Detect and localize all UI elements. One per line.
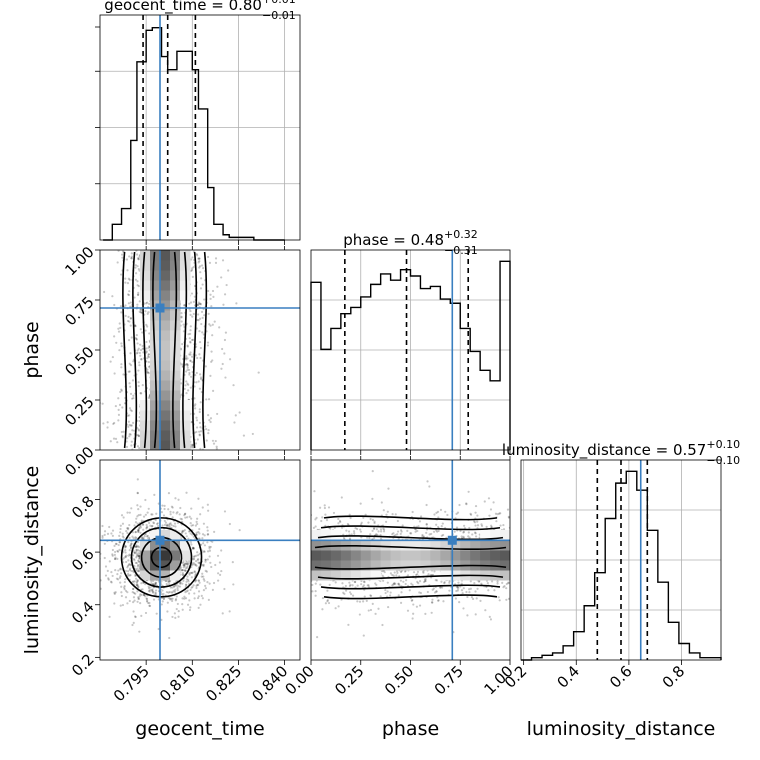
contour-level-1 — [314, 544, 507, 570]
contour-level-4 — [120, 517, 203, 598]
histogram-phase — [310, 260, 511, 450]
y-tick-label: 0.00 — [61, 443, 97, 479]
title-upper-error: +0.01 — [262, 0, 296, 6]
x-tick-label: 0.6 — [606, 662, 636, 692]
contour-level-3 — [130, 526, 193, 588]
panel-hist-phase — [310, 249, 511, 451]
truth-marker — [155, 303, 165, 313]
y-tick-label: 0.6 — [68, 545, 98, 575]
y-tick-label: 1.00 — [61, 243, 97, 279]
x-tick-label: 0.50 — [381, 662, 417, 698]
x-tick-label: 0.4 — [553, 662, 583, 692]
title-value: phase = 0.48 — [343, 231, 444, 249]
x-tick-label: 0.00 — [281, 662, 317, 698]
y-tick-label: 0.2 — [68, 650, 98, 680]
x-tick-label: 0.8 — [659, 662, 689, 692]
title-upper-error: +0.32 — [444, 228, 478, 241]
title-lower-error: −0.01 — [262, 9, 296, 22]
y-tick-label: 0.50 — [61, 343, 97, 379]
x-tick-label: 0.795 — [110, 662, 153, 705]
gridlines — [311, 250, 510, 450]
panel-hist-geocent_time — [95, 14, 301, 241]
density-layer — [100, 460, 300, 660]
x-tick-label: 0.825 — [202, 662, 245, 705]
y-axis-label-phase: phase — [21, 321, 43, 378]
contour-lines — [122, 251, 208, 449]
gridlines — [100, 15, 300, 240]
contour-level-4 — [323, 515, 498, 600]
panel-phase-vs-luminosity_distance — [310, 459, 511, 661]
x-tick-label: 0.810 — [156, 662, 199, 705]
truth-marker — [447, 535, 457, 545]
contour-level-3 — [132, 251, 198, 449]
panel-title-phase: phase = 0.48+0.32 — [343, 228, 478, 249]
contour-level-4 — [122, 251, 208, 449]
title-value: luminosity_distance = 0.57 — [502, 441, 706, 460]
x-axis-label-geocent_time: geocent_time — [135, 718, 264, 740]
gridlines — [521, 460, 721, 660]
title-upper-error: +0.10 — [706, 438, 740, 451]
y-tick-label: 0.4 — [68, 598, 98, 628]
panel-title-geocent_time: geocent_time = 0.80+0.01 — [104, 0, 295, 15]
y-tick-label: 0.75 — [61, 293, 97, 329]
density-layer — [311, 460, 510, 660]
title-value: geocent_time = 0.80 — [104, 0, 262, 15]
x-tick-label: 0.25 — [331, 662, 367, 698]
y-axis-label-luminosity_distance: luminosity_distance — [21, 466, 43, 655]
contour-level-3 — [320, 525, 501, 590]
title-lower-error: −0.10 — [706, 454, 740, 467]
contour-level-1 — [152, 251, 178, 449]
x-axis-label-phase: phase — [382, 718, 439, 740]
y-tick-label: 0.25 — [61, 393, 97, 429]
density-layer — [100, 250, 300, 450]
truth-marker — [155, 535, 165, 545]
contour-level-2 — [317, 535, 504, 580]
panel-frame — [99, 459, 301, 661]
x-axis-label-luminosity_distance: luminosity_distance — [527, 718, 716, 740]
histogram-geocent_time — [103, 27, 285, 241]
x-tick-label: 0.75 — [431, 662, 467, 698]
panel-frame — [520, 459, 722, 661]
y-tick-label: 0.8 — [68, 492, 98, 522]
panel-geocent_time-vs-phase — [99, 249, 301, 451]
histogram-luminosity_distance — [521, 470, 722, 661]
contour-lines — [314, 515, 507, 600]
title-lower-error: −0.31 — [444, 244, 478, 257]
panel-geocent_time-vs-luminosity_distance — [99, 459, 301, 661]
contour-level-2 — [142, 251, 188, 449]
panel-hist-luminosity_distance — [520, 459, 722, 661]
panel-title-luminosity_distance: luminosity_distance = 0.57+0.10 — [502, 438, 740, 460]
